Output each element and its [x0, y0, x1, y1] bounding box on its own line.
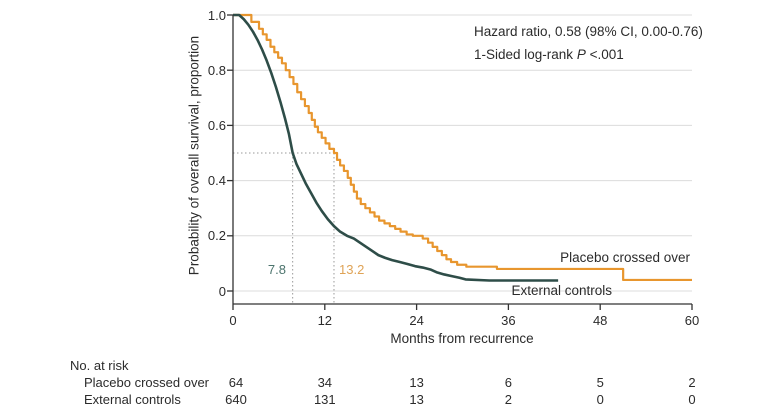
p-symbol: P: [576, 47, 586, 62]
y-tick-label-0.4: 0.4: [207, 173, 226, 188]
survival-curve-placebo-crossed-over: [233, 13, 692, 282]
median-label-external-controls: 7.8: [267, 262, 286, 277]
log-rank-prefix: 1-Sided log-rank: [474, 47, 577, 62]
log-rank-annotation: 1-Sided log-rank P <.001: [474, 47, 624, 62]
y-tick-label-1.0: 1.0: [207, 8, 226, 23]
risk-value: 34: [317, 375, 333, 390]
risk-value: 0: [688, 392, 696, 407]
median-label-placebo: 13.2: [339, 262, 365, 277]
y-tick-label-0.8: 0.8: [207, 63, 226, 78]
y-tick-label-0: 0: [218, 284, 226, 299]
y-axis-title: Probability of overall survival, proport…: [186, 35, 202, 275]
risk-value: 5: [596, 375, 604, 390]
risk-value: 0: [596, 392, 604, 407]
risk-value: 131: [313, 392, 336, 407]
y-tick-label-0.6: 0.6: [207, 118, 226, 133]
survival-curve-external-controls: [233, 13, 559, 282]
risk-row-label-external: External controls: [84, 392, 181, 407]
p-value: <.001: [585, 47, 624, 62]
x-tick-label-24: 24: [409, 313, 424, 328]
curve-label-external: External controls: [511, 283, 612, 298]
risk-table-title: No. at risk: [70, 358, 129, 373]
x-axis-title: Months from recurrence: [390, 331, 534, 346]
x-tick-label-12: 12: [317, 313, 333, 328]
y-tick-label-0.2: 0.2: [207, 228, 226, 243]
x-tick-label-48: 48: [592, 313, 608, 328]
x-tick-label-36: 36: [501, 313, 516, 328]
x-tick-label-60: 60: [684, 313, 700, 328]
curve-label-placebo: Placebo crossed over: [560, 250, 690, 265]
hazard-ratio-annotation: Hazard ratio, 0.58 (98% CI, 0.00-0.76): [474, 24, 703, 39]
risk-value: 64: [228, 375, 244, 390]
x-tick-label-0: 0: [229, 313, 237, 328]
risk-value: 13: [409, 375, 424, 390]
risk-row-label-placebo: Placebo crossed over: [84, 375, 210, 390]
risk-value: 640: [225, 392, 247, 407]
hazard-ratio-text: Hazard ratio, 0.58 (98% CI, 0.00-0.76): [474, 24, 703, 39]
risk-value: 13: [409, 392, 424, 407]
risk-value: 2: [688, 375, 696, 390]
risk-value: 6: [504, 375, 513, 390]
risk-value: 2: [504, 392, 513, 407]
